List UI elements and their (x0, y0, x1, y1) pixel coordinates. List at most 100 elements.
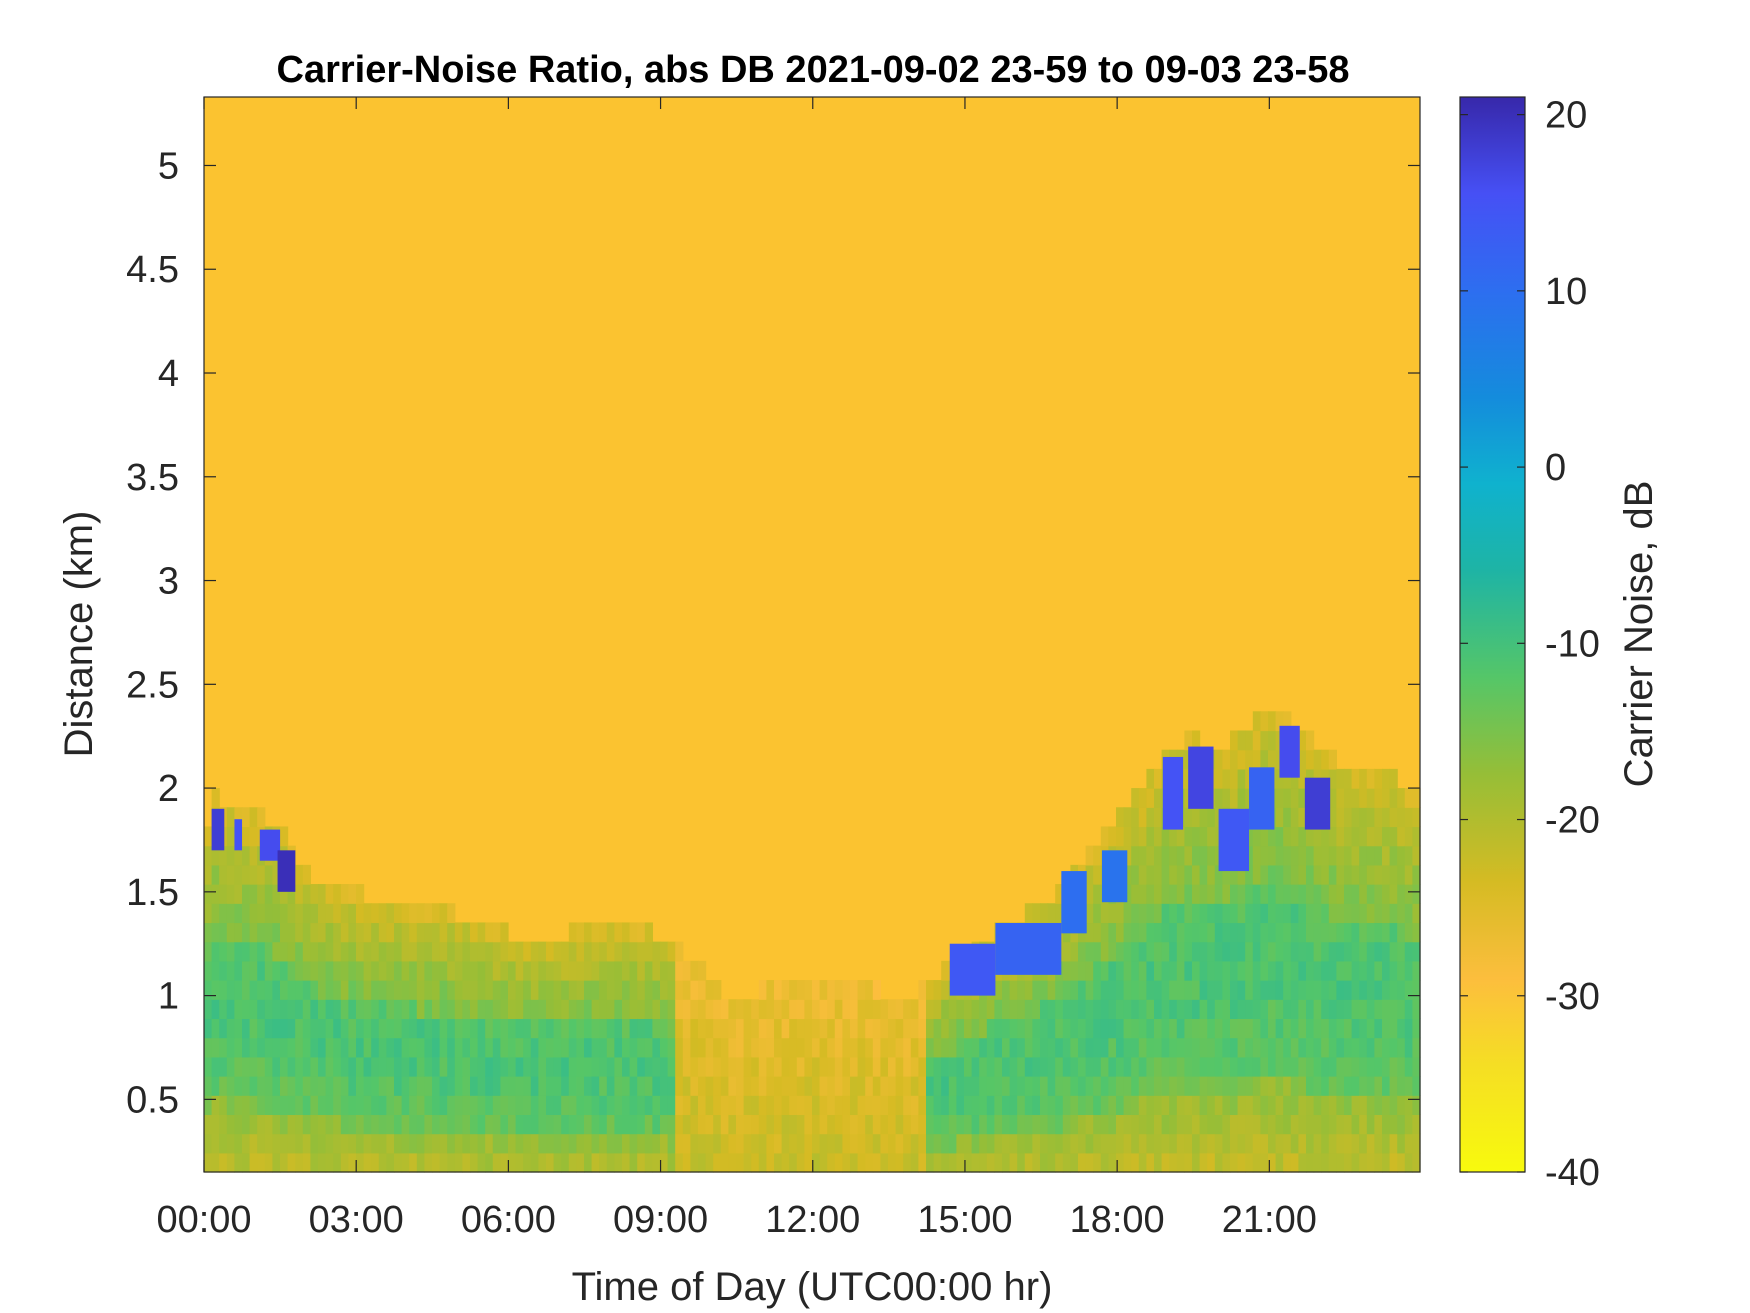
heatmap-cell (1359, 1152, 1368, 1173)
heatmap-cell (1047, 1056, 1056, 1077)
heatmap-cell (204, 1095, 213, 1116)
heatmap-cell (629, 1114, 638, 1135)
heatmap-cell (378, 903, 387, 924)
heatmap-cell (606, 999, 615, 1020)
heatmap-cell (394, 1056, 403, 1077)
heatmap-cell (1260, 1152, 1269, 1173)
heatmap-cell (500, 1056, 509, 1077)
heatmap-cell (827, 1133, 836, 1154)
heatmap-cell (454, 1114, 463, 1135)
heatmap-cell (340, 1076, 349, 1096)
heatmap-cell (500, 980, 509, 1000)
heatmap-cell (508, 1037, 517, 1058)
heatmap-cell (204, 1114, 213, 1135)
heatmap-cell (1351, 1152, 1360, 1173)
heatmap-cell (257, 1056, 266, 1077)
heatmap-cell (1138, 864, 1147, 885)
heatmap-cell (629, 1037, 638, 1058)
heatmap-cell (698, 1037, 707, 1058)
heatmap-cell (1085, 1076, 1094, 1096)
heatmap-cell (295, 1095, 304, 1116)
heatmap-cell (606, 980, 615, 1000)
heatmap-cell (280, 903, 289, 924)
heatmap-cell (1047, 1152, 1056, 1173)
heatmap-cell (1138, 1133, 1147, 1154)
heatmap-cell (1055, 1037, 1064, 1058)
heatmap-cell (401, 1076, 410, 1096)
heatmap-cell (1070, 980, 1079, 1000)
heatmap-cell (264, 922, 273, 943)
heatmap-cell (340, 922, 349, 943)
heatmap-cell (781, 999, 790, 1020)
heatmap-cell (1245, 1076, 1254, 1096)
heatmap-cell (204, 884, 213, 904)
heatmap-cell (675, 1037, 684, 1058)
heatmap-cell (850, 999, 859, 1020)
heatmap-cell (492, 1095, 501, 1116)
heatmap-cell (492, 1133, 501, 1154)
heatmap-cell (454, 1152, 463, 1173)
heatmap-cell (690, 1114, 699, 1135)
heatmap-cell (1260, 903, 1269, 924)
heatmap-cell (1192, 1114, 1201, 1135)
heatmap-cell (1389, 903, 1398, 924)
heatmap-cell (1131, 807, 1140, 828)
heatmap-cell (1154, 884, 1163, 904)
heatmap-cell (1222, 1133, 1231, 1154)
heatmap-cell (910, 1037, 919, 1058)
heatmap-cell (249, 1133, 258, 1154)
heatmap-cell (675, 1018, 684, 1039)
heatmap-cell (401, 1152, 410, 1173)
heatmap-cell (986, 1152, 995, 1173)
heatmap-cell (1351, 1076, 1360, 1096)
heatmap-cell (264, 999, 273, 1020)
heatmap-cell (1397, 922, 1406, 943)
heatmap-cell (1161, 941, 1170, 962)
heatmap-cell (994, 1114, 1003, 1135)
heatmap-cell (211, 960, 220, 981)
heatmap-cell (1093, 864, 1102, 885)
heatmap-cell (1199, 826, 1208, 847)
heatmap-cell (462, 941, 471, 962)
heatmap-cell (492, 1076, 501, 1096)
heatmap-cell (1123, 960, 1132, 981)
heatmap-cell (1047, 903, 1056, 924)
heatmap-cell (1252, 1056, 1261, 1077)
heatmap-cell (660, 1056, 669, 1077)
heatmap-cell (356, 1095, 365, 1116)
heatmap-cell (394, 1133, 403, 1154)
heatmap-cell (1260, 711, 1269, 732)
heatmap-cell (1306, 960, 1315, 981)
heatmap-cell (599, 941, 608, 962)
heatmap-cell (492, 1114, 501, 1135)
heatmap-cell (880, 1095, 889, 1116)
heatmap-cell (1412, 864, 1421, 885)
heatmap-cell (242, 980, 251, 1000)
heatmap-cell (1184, 1018, 1193, 1039)
heatmap-cell (1192, 1056, 1201, 1077)
heatmap-cell (211, 999, 220, 1020)
heatmap-cell (386, 903, 395, 924)
heatmap-cell (530, 999, 539, 1020)
heatmap-cell (758, 1076, 767, 1096)
heatmap-cell (1268, 1037, 1277, 1058)
heatmap-cell (204, 1018, 213, 1039)
heatmap-cell (447, 980, 456, 1000)
heatmap-cell (432, 1037, 441, 1058)
heatmap-cell (416, 1114, 425, 1135)
heatmap-cell (857, 1056, 866, 1077)
heatmap-cell (394, 1076, 403, 1096)
heatmap-cell (1359, 884, 1368, 904)
heatmap-cell (713, 1095, 722, 1116)
heatmap-cell (743, 1056, 752, 1077)
heatmap-cell (1214, 1095, 1223, 1116)
heatmap-cell (865, 1037, 874, 1058)
heatmap-cell (546, 980, 555, 1000)
heatmap-cell (1085, 980, 1094, 1000)
heatmap-cell (1214, 1133, 1223, 1154)
heatmap-cell (774, 1152, 783, 1173)
heatmap-cell (903, 1114, 912, 1135)
heatmap-cell (1260, 922, 1269, 943)
heatmap-cell (416, 1037, 425, 1058)
heatmap-cell (302, 1037, 311, 1058)
